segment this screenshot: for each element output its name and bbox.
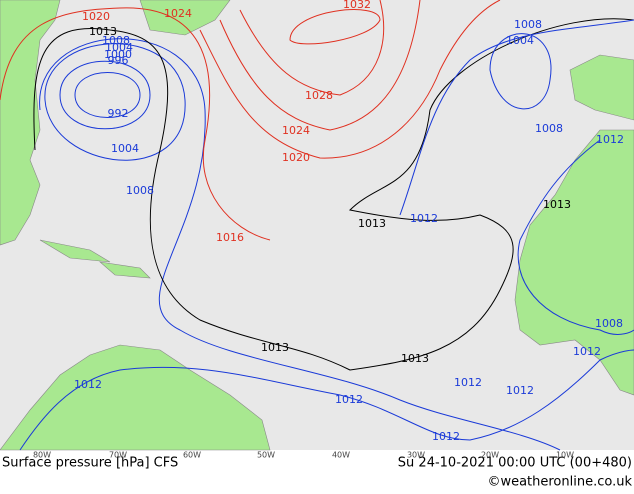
isobar-label: 1013	[543, 198, 571, 211]
longitude-label: 40W	[332, 451, 350, 460]
longitude-label: 30W	[407, 451, 425, 460]
longitude-label: 50W	[257, 451, 275, 460]
isobar-label: 1008	[535, 122, 563, 135]
isobar-label: 1012	[335, 393, 363, 406]
isobar-label: 1000	[104, 48, 132, 61]
longitude-label: 70W	[109, 451, 127, 460]
isobar-label: 1012	[596, 133, 624, 146]
footer-credit: ©weatheronline.co.uk	[487, 475, 632, 490]
isobar-label: 1012	[410, 212, 438, 225]
isobar-label: 1008	[595, 317, 623, 330]
isobar-label: 1013	[89, 25, 117, 38]
isobar-label: 1024	[164, 7, 192, 20]
longitude-label: 10W	[556, 451, 574, 460]
isobar-label: 1012	[506, 384, 534, 397]
longitude-label: 80W	[33, 451, 51, 460]
footer-title: Surface pressure [hPa] CFS	[2, 456, 178, 471]
isobar-label: 1012	[74, 378, 102, 391]
isobar-label: 1004	[506, 34, 534, 47]
isobar-label: 1020	[82, 10, 110, 23]
isobar-label: 1024	[282, 124, 310, 137]
isobar-label: 1013	[358, 217, 386, 230]
isobars	[0, 0, 634, 451]
isobar-label: 1013	[401, 352, 429, 365]
isobar-label: 1032	[343, 0, 371, 11]
isobar-label: 1012	[573, 345, 601, 358]
land	[0, 0, 634, 451]
footer-time: Su 24-10-2021 00:00 UTC (00+480)	[398, 456, 632, 471]
isobar-label: 1020	[282, 151, 310, 164]
isobar-label: 1008	[126, 184, 154, 197]
isobar-label: 992	[108, 107, 129, 120]
isobar-label: 996	[108, 54, 129, 67]
isobar-label: 1004	[105, 41, 133, 54]
longitude-label: 20W	[481, 451, 499, 460]
longitude-label: 60W	[183, 451, 201, 460]
isobar-label: 1008	[102, 34, 130, 47]
isobar-label: 1016	[216, 231, 244, 244]
isobar-label: 1012	[432, 430, 460, 443]
isobar-label: 1012	[454, 376, 482, 389]
isobar-label: 1008	[514, 18, 542, 31]
isobar-label: 1013	[261, 341, 289, 354]
isobar-label: 1028	[305, 89, 333, 102]
isobar-label: 1004	[111, 142, 139, 155]
